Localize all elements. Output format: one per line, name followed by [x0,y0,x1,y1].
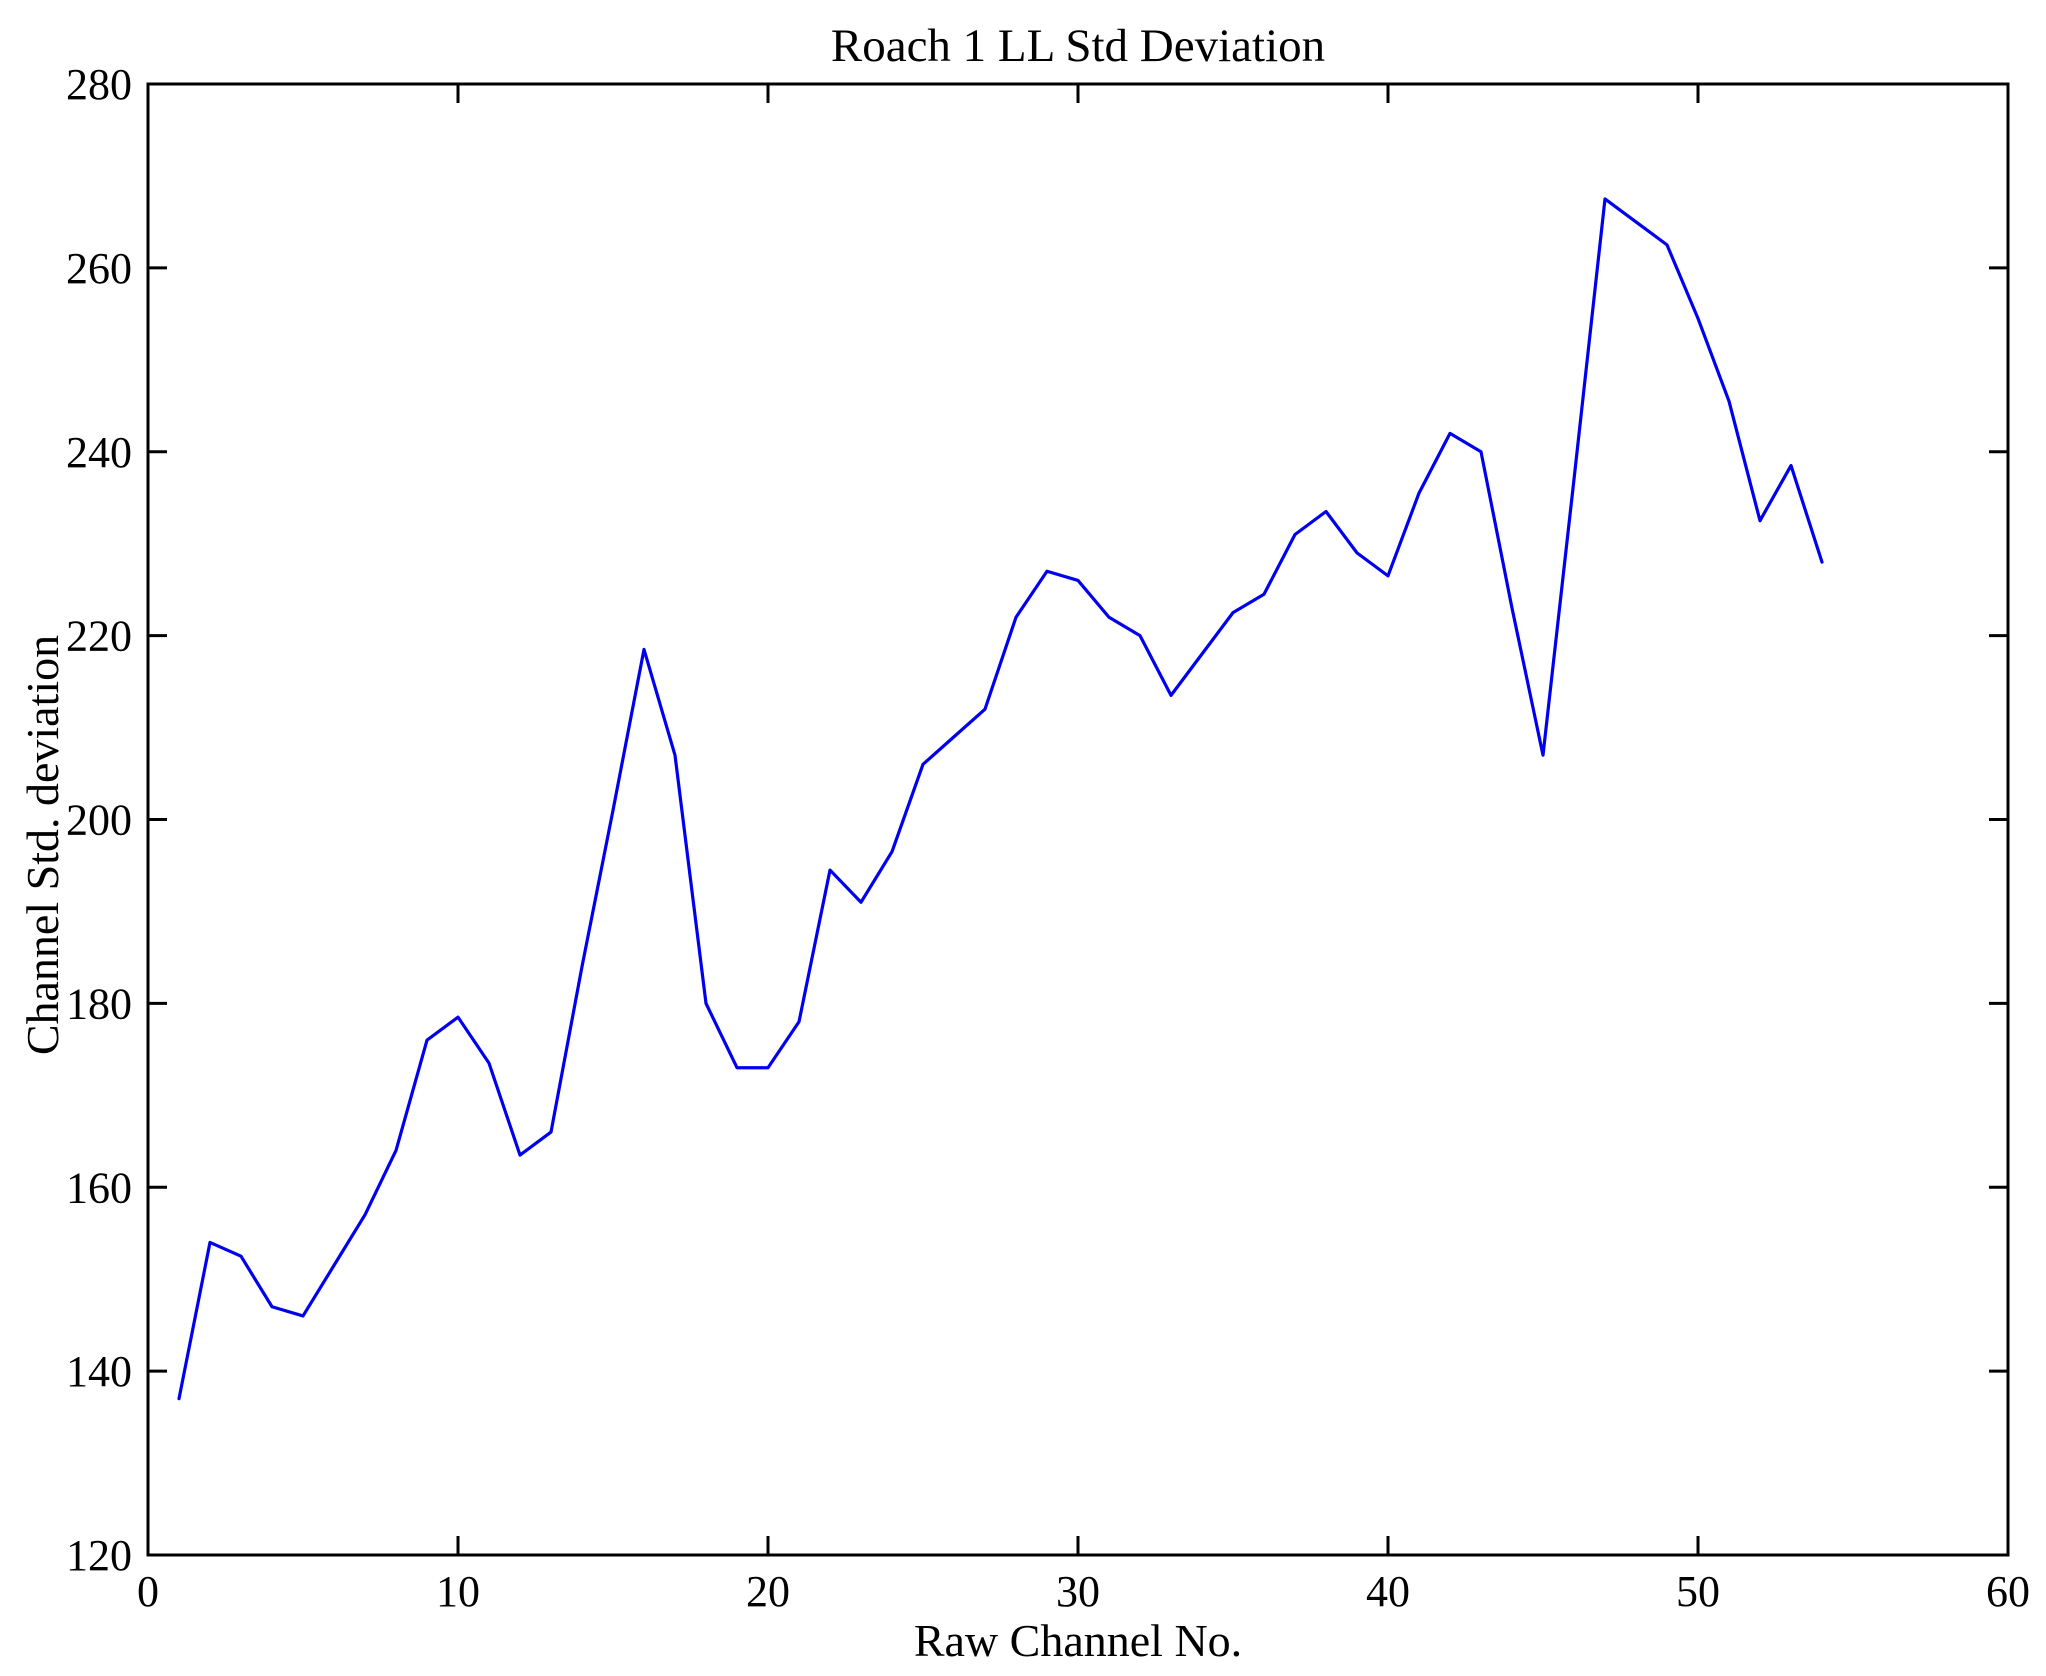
y-tick-label: 160 [66,1163,132,1212]
x-axis-label: Raw Channel No. [914,1615,1242,1666]
chart-title: Roach 1 LL Std Deviation [831,20,1325,72]
y-tick-label: 120 [66,1531,132,1580]
y-tick-label: 220 [66,612,132,661]
x-tick-label: 60 [1986,1567,2030,1616]
data-series [177,197,1824,1401]
x-tick-label: 40 [1366,1567,1410,1616]
y-tick-label: 280 [66,60,132,109]
x-tick-label: 50 [1676,1567,1720,1616]
axis-ticks [146,82,2010,1557]
y-tick-label: 140 [66,1347,132,1396]
x-tick-label: 10 [436,1567,480,1616]
y-tick-label: 240 [66,428,132,477]
y-tick-label: 180 [66,979,132,1028]
plot-box [146,82,2010,1557]
y-axis-label: Channel Std. deviation [17,635,68,1055]
axis-tick-labels: 0 10 20 30 40 50 60 120 140 160 180 200 220 240 260 280 [66,60,2030,1616]
x-tick-label: 20 [746,1567,790,1616]
data-line-series [177,197,1824,1401]
y-tick-label: 200 [66,796,132,845]
y-tick-label: 260 [66,244,132,293]
x-tick-label: 0 [137,1567,159,1616]
x-tick-label: 30 [1056,1567,1100,1616]
